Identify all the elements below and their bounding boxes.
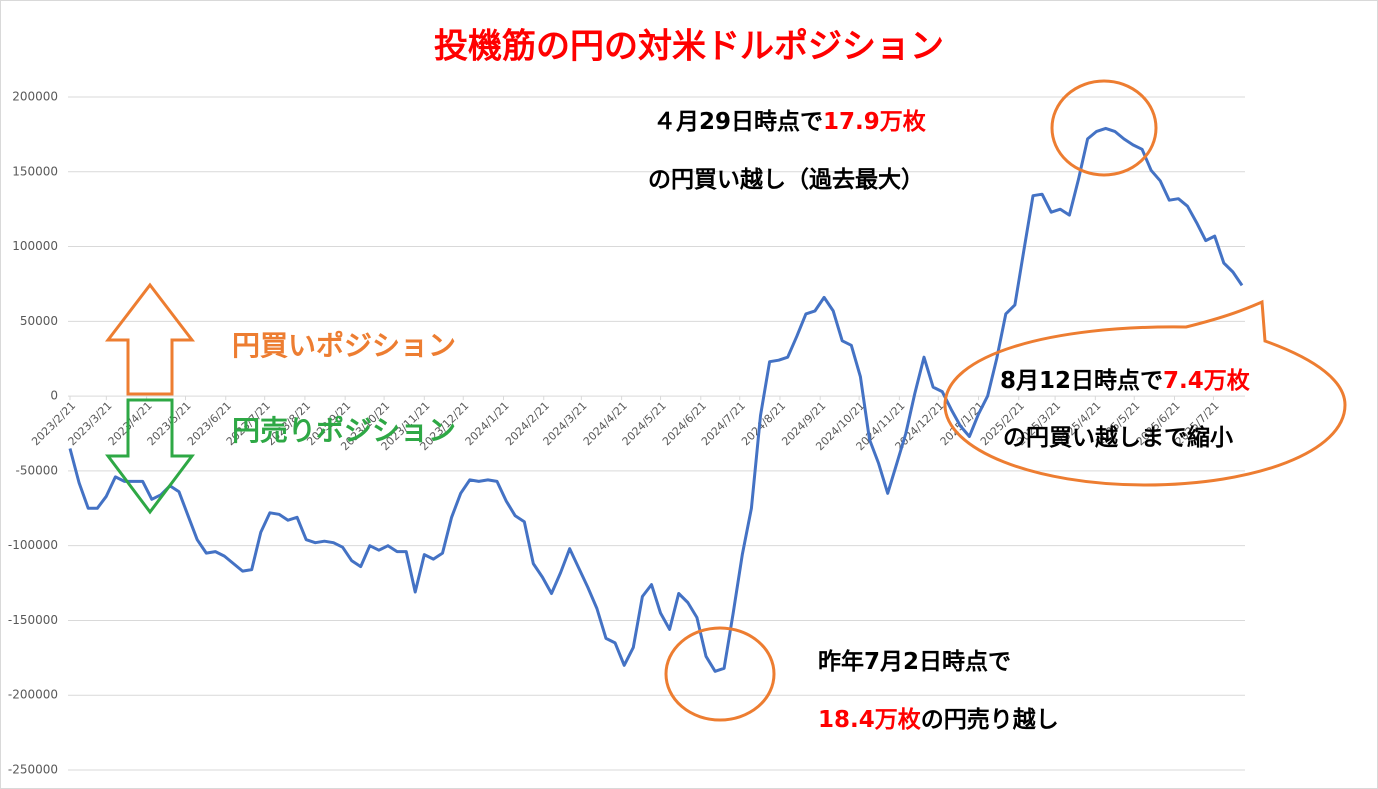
annotation: 18.4万枚の円売り越し (818, 706, 1059, 733)
annotation-part: の円売り越し (921, 707, 1059, 733)
chart-title: 投機筋の円の対米ドルポジション (434, 27, 944, 67)
buy-arrow (104, 282, 196, 396)
y-tick-label: 50000 (20, 314, 58, 328)
annotation-part: 17.9万枚 (823, 108, 926, 135)
y-tick-label: 100000 (12, 239, 58, 253)
annotation: の円買い越しまで縮小 (1003, 424, 1233, 451)
annotation-part: の円買い越しまで縮小 (1003, 424, 1233, 451)
sell-arrow (105, 398, 195, 515)
position-label: 円売りポジション (232, 414, 456, 447)
annotation: の円買い越し（過去最大） (648, 166, 924, 193)
y-tick-label: 150000 (12, 164, 58, 178)
annotation-part: 18.4万枚 (818, 706, 921, 733)
low-circle (664, 626, 776, 722)
y-tick-label: 0 (50, 389, 58, 403)
data-line (68, 126, 1244, 673)
annotation-part: の円買い越し（過去最大） (648, 166, 924, 193)
y-tick-label: -100000 (8, 538, 58, 552)
y-tick-label: 200000 (12, 90, 58, 104)
callout-bubble (943, 299, 1347, 487)
y-tick-label: -50000 (15, 463, 58, 477)
y-tick-label: -200000 (8, 688, 58, 702)
annotation: 昨年7月2日時点で (818, 648, 1011, 675)
annotation-part: ４月29日時点で (653, 109, 823, 135)
plot (68, 126, 1244, 673)
peak-circle (1050, 79, 1158, 177)
annotation-part: 昨年7月2日時点で (818, 648, 1011, 675)
y-tick-label: -150000 (8, 613, 58, 627)
position-label: 円買いポジション (232, 329, 456, 362)
y-tick-label: -250000 (8, 763, 58, 777)
annotation: ４月29日時点で17.9万枚 (653, 108, 926, 135)
annotation-part: 8月12日時点で (1000, 368, 1163, 394)
annotation: 8月12日時点で7.4万枚 (1000, 367, 1250, 394)
annotation-part: 7.4万枚 (1163, 367, 1250, 394)
